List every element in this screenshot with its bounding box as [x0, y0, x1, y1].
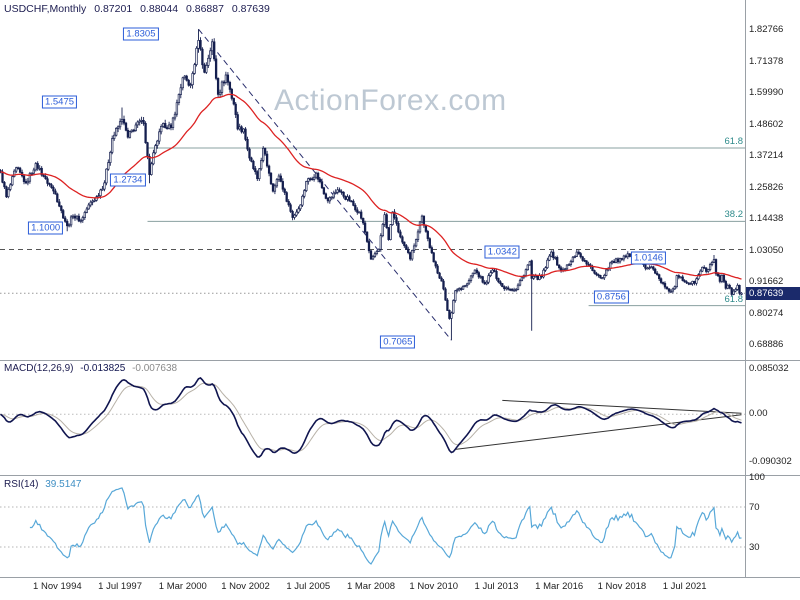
actionforex-watermark: ActionForex.com [274, 84, 507, 117]
candlestick-series [0, 29, 743, 341]
